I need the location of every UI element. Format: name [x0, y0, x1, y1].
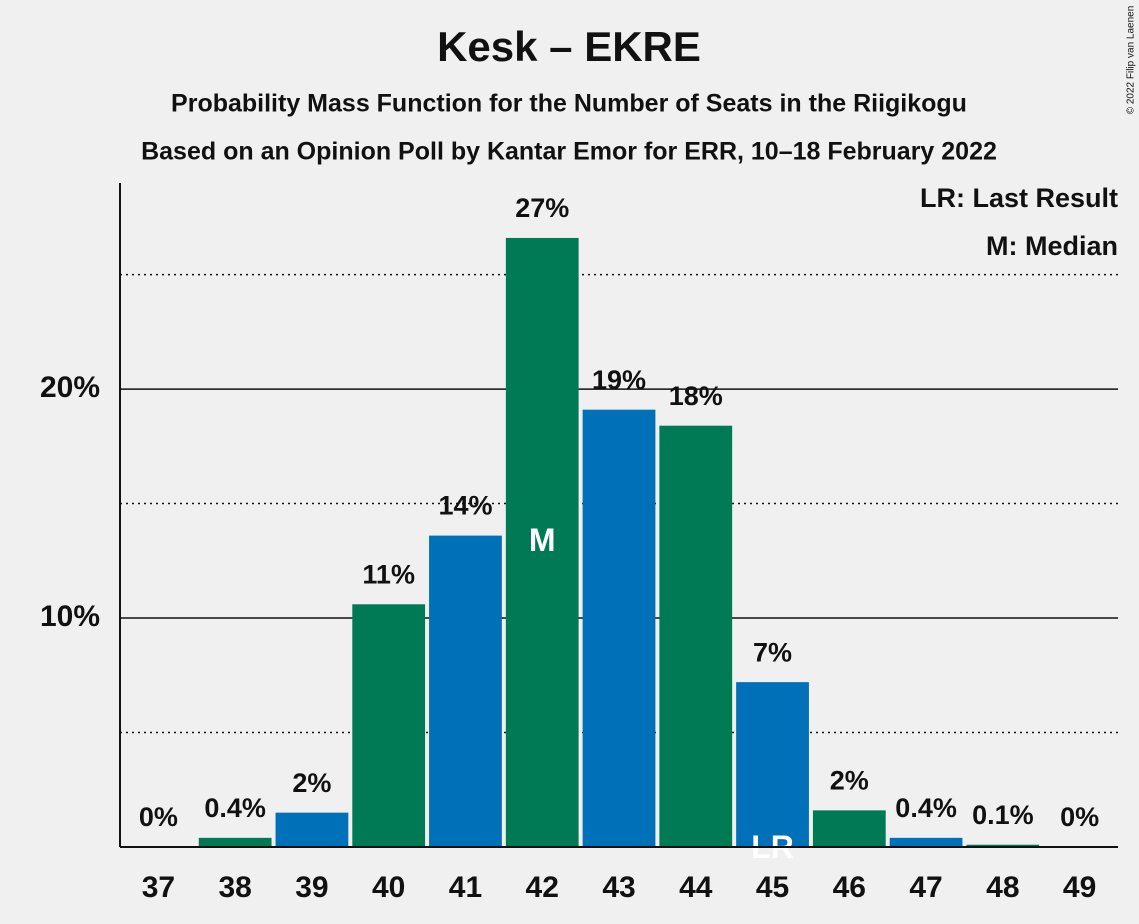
chart-subtitle: Probability Mass Function for the Number… [171, 90, 967, 118]
x-tick-label: 37 [142, 871, 175, 904]
x-tick-label: 39 [295, 871, 328, 904]
bar [198, 837, 272, 847]
value-label: 0.4% [895, 793, 957, 823]
x-tick-label: 48 [986, 871, 1019, 904]
x-tick-label: 38 [218, 871, 251, 904]
chart-title: Kesk – EKRE [437, 23, 701, 70]
value-label: 0.4% [204, 793, 266, 823]
value-label: 7% [753, 637, 792, 667]
bar [582, 409, 656, 847]
legend-entry: LR: Last Result [920, 183, 1118, 213]
value-label: 0% [1060, 802, 1099, 832]
x-tick-label: 42 [526, 871, 559, 904]
bar-annotation: M [529, 522, 556, 558]
value-label: 19% [592, 365, 646, 395]
x-tick-label: 41 [449, 871, 482, 904]
value-label: 0% [139, 802, 178, 832]
x-tick-label: 43 [602, 871, 635, 904]
x-tick-label: 49 [1063, 871, 1096, 904]
chart-subtitle: Based on an Opinion Poll by Kantar Emor … [141, 138, 997, 166]
x-tick-label: 44 [679, 871, 713, 904]
bar [352, 604, 426, 847]
copyright: © 2022 Filip van Laenen [1126, 6, 1137, 115]
y-tick-label: 20% [40, 371, 100, 404]
value-label: 18% [669, 381, 723, 411]
y-tick-label: 10% [40, 600, 100, 633]
x-tick-label: 46 [833, 871, 866, 904]
x-tick-label: 47 [909, 871, 942, 904]
bar [429, 535, 502, 847]
bar [736, 682, 809, 847]
legend-entry: M: Median [986, 231, 1118, 261]
value-label: 0.1% [972, 800, 1034, 830]
value-label: 14% [438, 491, 492, 521]
value-label: 27% [515, 193, 569, 223]
bar [659, 425, 733, 847]
x-tick-label: 40 [372, 871, 405, 904]
value-label: 2% [292, 768, 331, 798]
bar [275, 812, 349, 847]
x-tick-label: 45 [756, 871, 789, 904]
bar [812, 810, 886, 847]
bar [966, 844, 1040, 847]
value-label: 2% [830, 765, 869, 795]
bar [889, 837, 963, 847]
bar [505, 237, 579, 847]
value-label: 11% [362, 559, 415, 589]
